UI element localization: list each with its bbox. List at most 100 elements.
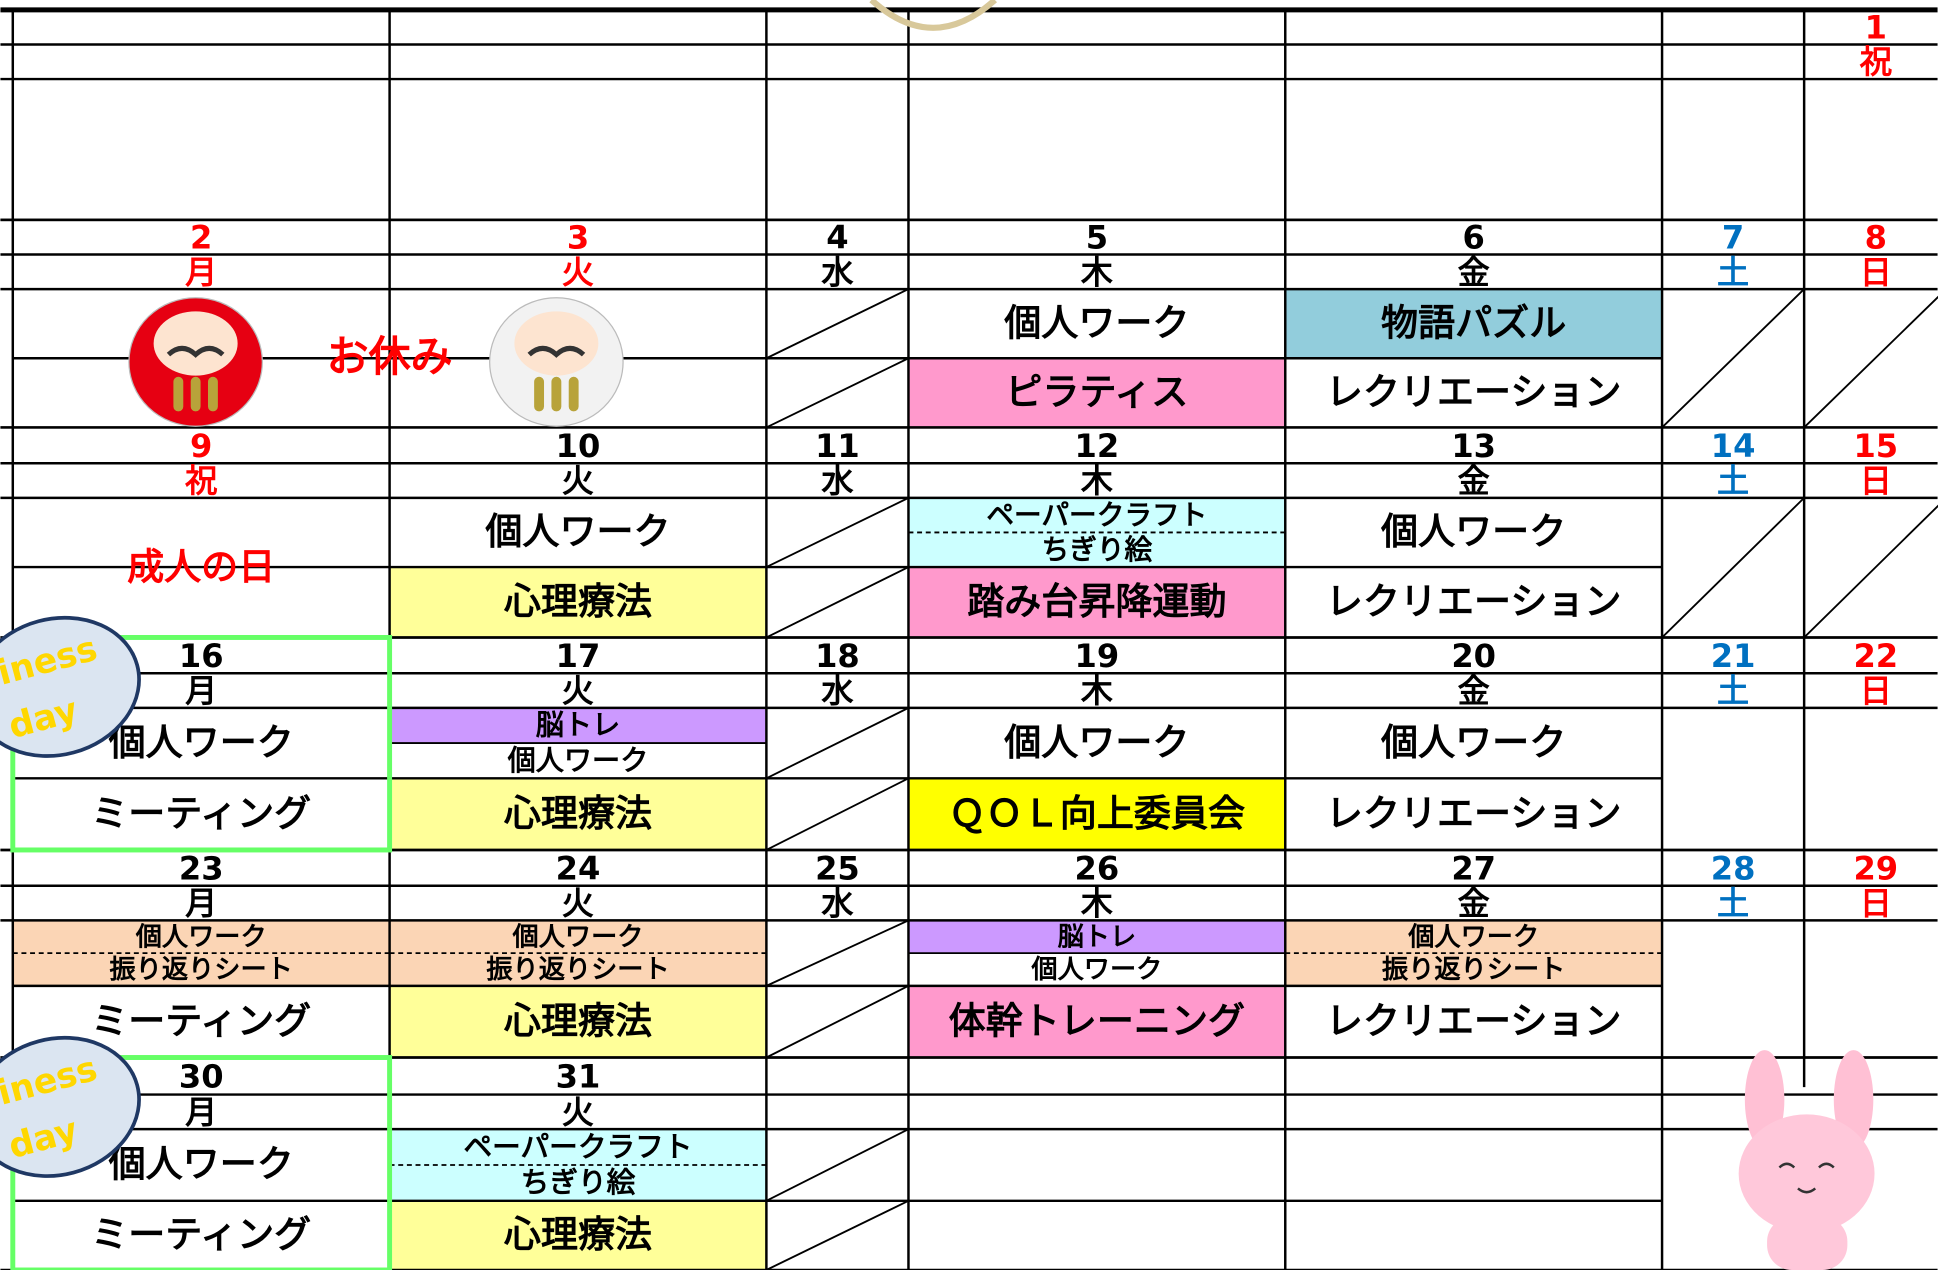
date: 21 bbox=[1711, 637, 1756, 675]
weekday: 水 bbox=[820, 462, 854, 500]
weekday: 水 bbox=[820, 672, 854, 710]
weekday: 木 bbox=[1080, 672, 1114, 710]
activity: 個人ワーク bbox=[1003, 721, 1189, 764]
diagonal bbox=[765, 1199, 909, 1270]
daruma-stripe bbox=[534, 376, 545, 412]
bunny-face bbox=[1778, 1162, 1835, 1194]
cell-fill bbox=[12, 920, 390, 954]
date: 9 bbox=[190, 427, 212, 465]
weekday: 火 bbox=[562, 672, 594, 710]
activity: 個人ワーク bbox=[1003, 301, 1189, 344]
date: 29 bbox=[1853, 849, 1898, 887]
cell-fill bbox=[389, 567, 767, 638]
weekday: 火 bbox=[562, 462, 594, 500]
date: 24 bbox=[556, 849, 601, 887]
cell-fill bbox=[1285, 953, 1663, 986]
date: 17 bbox=[556, 637, 601, 675]
bunny-body bbox=[1767, 1216, 1848, 1270]
activity: 心理療法 bbox=[504, 792, 652, 835]
activity: 個人ワーク bbox=[1380, 510, 1566, 553]
diagonal bbox=[766, 919, 909, 987]
weekday: 祝 bbox=[184, 462, 217, 500]
business-day-badge bbox=[0, 1035, 141, 1178]
daruma-face bbox=[153, 311, 238, 376]
cell-fill bbox=[389, 1200, 767, 1270]
date: 16 bbox=[179, 637, 224, 675]
diagonal bbox=[765, 288, 909, 360]
activity: ピラティス bbox=[1005, 371, 1188, 414]
weekday: 金 bbox=[1458, 253, 1490, 291]
cell-fill bbox=[1285, 289, 1663, 359]
date: 6 bbox=[1462, 219, 1484, 257]
weekday: 火 bbox=[562, 885, 594, 923]
diagonal bbox=[765, 357, 909, 429]
weekday: 月 bbox=[185, 672, 217, 710]
weekday: 日 bbox=[1860, 885, 1892, 923]
activity: 個人ワーク bbox=[1380, 721, 1566, 764]
business-day-badge bbox=[0, 615, 141, 758]
daruma-stripe bbox=[173, 376, 184, 412]
weekday: 土 bbox=[1717, 253, 1749, 291]
activity: レクリエーション bbox=[1326, 999, 1622, 1042]
weekday: 土 bbox=[1717, 672, 1749, 710]
activity: ペーパークラフト bbox=[986, 498, 1207, 531]
cell-fill bbox=[908, 778, 1286, 850]
date: 14 bbox=[1711, 427, 1756, 465]
weekday: 祝 bbox=[1859, 43, 1892, 81]
grid bbox=[0, 7, 1938, 1270]
daruma-stripe bbox=[190, 376, 201, 412]
activity: 個人ワーク bbox=[135, 922, 267, 952]
cell-fill bbox=[389, 953, 767, 986]
daruma-mustache bbox=[527, 345, 586, 358]
activity: ミーティング bbox=[91, 999, 311, 1042]
date: 10 bbox=[556, 427, 601, 465]
date: 7 bbox=[1722, 219, 1744, 257]
activity: レクリエーション bbox=[1326, 371, 1622, 414]
date: 31 bbox=[556, 1058, 601, 1096]
activity: ちぎり絵 bbox=[1042, 533, 1153, 566]
weekday: 木 bbox=[1080, 885, 1114, 923]
weekday: 水 bbox=[820, 253, 854, 291]
weekday: 月 bbox=[185, 885, 217, 923]
date: 23 bbox=[179, 849, 224, 887]
activity: ちぎり絵 bbox=[521, 1165, 636, 1199]
date: 11 bbox=[815, 427, 860, 465]
date: 1 bbox=[1865, 9, 1887, 47]
activity: 振り返りシート bbox=[486, 955, 669, 985]
weekday: 火 bbox=[562, 253, 594, 291]
cell-fill bbox=[389, 1164, 767, 1201]
cell-fill bbox=[908, 358, 1286, 428]
date: 4 bbox=[826, 219, 848, 257]
diagonal bbox=[765, 777, 909, 851]
weekday: 土 bbox=[1717, 462, 1749, 500]
cell-fill bbox=[389, 1129, 767, 1165]
date: 27 bbox=[1451, 849, 1496, 887]
activity: 物語パズル bbox=[1381, 301, 1566, 344]
diagonal bbox=[765, 707, 909, 780]
date: 15 bbox=[1853, 427, 1898, 465]
cell-fill bbox=[389, 707, 767, 744]
activity: 個人ワーク bbox=[507, 744, 649, 777]
diagonal bbox=[1803, 504, 1938, 639]
activity: 個人ワーク bbox=[108, 1143, 294, 1186]
date: 20 bbox=[1451, 637, 1496, 675]
date: 13 bbox=[1451, 427, 1496, 465]
activity: ペーパークラフト bbox=[464, 1129, 693, 1163]
weekday: 金 bbox=[1458, 885, 1490, 923]
daruma-stripe bbox=[207, 376, 218, 412]
activity: 振り返りシート bbox=[1382, 955, 1565, 985]
activity: 振り返りシート bbox=[110, 955, 293, 985]
cell-fill bbox=[1285, 920, 1663, 954]
diagonal bbox=[1661, 288, 1805, 429]
date: 28 bbox=[1711, 849, 1756, 887]
activity: 心理療法 bbox=[504, 999, 652, 1042]
daruma-face bbox=[514, 311, 599, 376]
date: 25 bbox=[815, 849, 860, 887]
activity: 体幹トレーニング bbox=[949, 999, 1245, 1042]
weekday: 金 bbox=[1458, 462, 1490, 500]
date: 30 bbox=[179, 1058, 224, 1096]
cell-fill bbox=[908, 567, 1286, 638]
diagonal bbox=[765, 1128, 909, 1202]
